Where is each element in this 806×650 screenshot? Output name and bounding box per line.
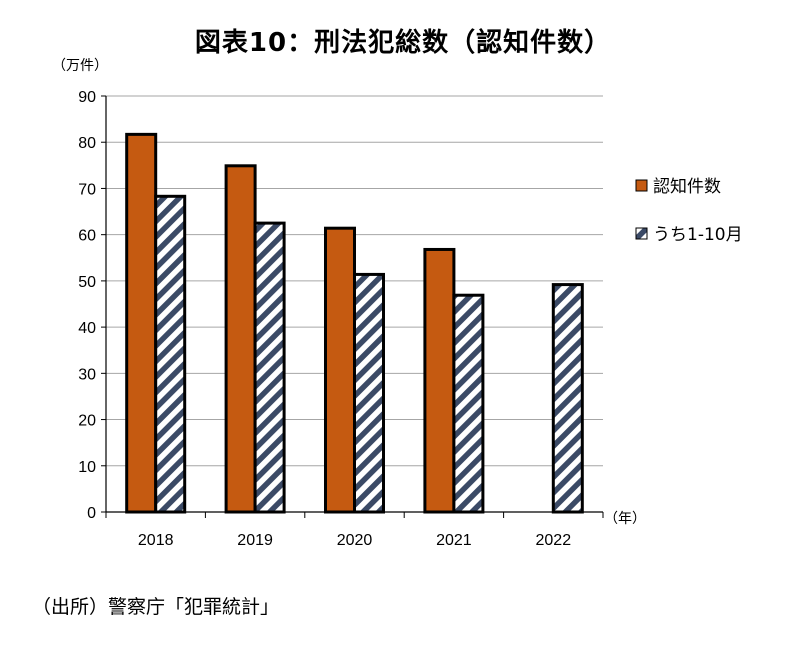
- x-tick-label: 2022: [536, 532, 572, 549]
- axes: [105, 96, 603, 513]
- y-tick-label: 80: [78, 135, 96, 152]
- legend-swatch-series-1: [635, 227, 648, 240]
- y-tick-label: 40: [78, 320, 96, 337]
- legend: 認知件数 うち1-10月: [635, 177, 743, 245]
- x-tick-label: 2020: [337, 532, 373, 549]
- bar-series-0-2018: [125, 132, 158, 514]
- y-tick-label: 90: [78, 89, 96, 106]
- y-tick-label: 30: [78, 366, 96, 383]
- y-tick-label: 70: [78, 181, 96, 198]
- source-note: （出所）警察庁「犯罪統計」: [32, 596, 280, 618]
- bar-series-1-2021: [452, 293, 485, 514]
- bar-series-1-2022: [551, 283, 584, 514]
- x-tick-label: 2019: [237, 532, 273, 549]
- y-tick-label: 0: [87, 505, 96, 522]
- legend-label-series-1: うち1-10月: [653, 225, 743, 245]
- x-tick-label: 2018: [138, 532, 174, 549]
- x-axis-unit: （年）: [604, 511, 646, 527]
- y-axis-ticks: 0 10 20 30 40 50 60 70 80 90: [78, 89, 106, 522]
- y-tick-label: 50: [78, 274, 96, 291]
- y-tick-label: 10: [78, 459, 96, 476]
- bar-series-0-2020: [324, 226, 356, 514]
- bar-series-1-2018: [154, 194, 187, 514]
- bar-series-0-2021: [423, 247, 456, 514]
- legend-swatch-series-0: [635, 179, 648, 192]
- x-axis-ticks: 2018 2019 2020 2021 2022: [105, 512, 604, 549]
- legend-label-series-0: 認知件数: [653, 177, 721, 197]
- y-tick-label: 60: [78, 228, 96, 245]
- bars: [125, 132, 584, 514]
- y-axis-unit: （万件）: [52, 58, 108, 74]
- bar-series-1-2020: [353, 272, 385, 514]
- y-tick-label: 20: [78, 413, 96, 430]
- bar-series-1-2019: [253, 221, 286, 514]
- x-tick-label: 2021: [436, 532, 472, 549]
- bar-series-0-2019: [224, 164, 257, 514]
- chart-title: 図表10：刑法犯総数（認知件数）: [194, 28, 612, 58]
